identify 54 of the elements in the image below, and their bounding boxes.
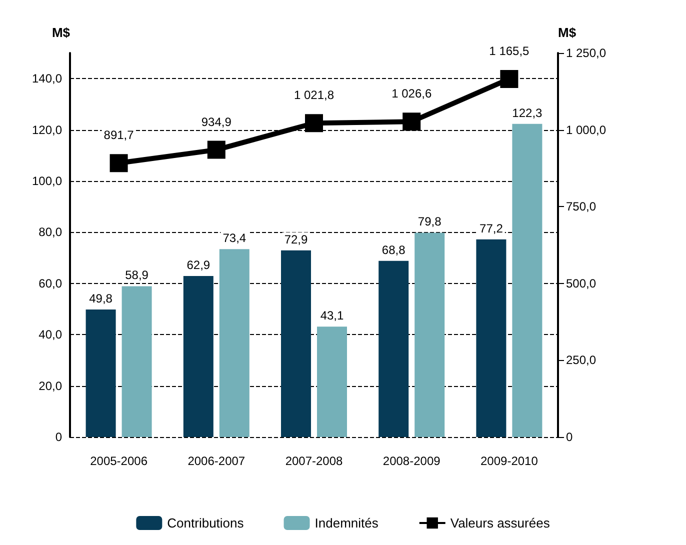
y-axis-title: M$ (52, 25, 71, 40)
point (500, 70, 518, 88)
data-label: 1 165,5 (489, 44, 530, 58)
data-label: 1 021,8 (294, 88, 334, 102)
data-label: 72,9 (284, 232, 308, 246)
y2-tick-label: 1 250,0 (566, 46, 606, 60)
bar (219, 249, 250, 437)
bar (414, 232, 445, 437)
x-tick-label: 2006-2007 (188, 454, 246, 468)
x-tick-label: 2005-2006 (90, 454, 148, 468)
x-tick-label: 2007-2008 (285, 454, 344, 468)
y2-tick-label: 250,0 (566, 353, 596, 368)
data-label: 79,8 (418, 214, 442, 229)
bar (183, 276, 214, 437)
data-label: 934,9 (201, 114, 232, 129)
data-label: 68,8 (382, 242, 406, 257)
y-tick-label: 100,0 (32, 174, 62, 188)
data-label: 891,7 (104, 128, 134, 142)
data-label: 49,8 (89, 292, 113, 306)
data-label: 62,9 (186, 258, 210, 272)
bar (86, 310, 116, 437)
data-label: 77,2 (480, 221, 504, 236)
point (402, 112, 421, 131)
bar (476, 239, 506, 437)
legend-label: Contributions (167, 516, 244, 530)
data-label: 43,1 (320, 308, 344, 323)
point (207, 140, 226, 159)
y2-tick-label: 1 000,0 (566, 122, 606, 137)
point (305, 114, 323, 132)
y2-axis-title: M$ (558, 25, 577, 40)
data-label: 58,9 (125, 268, 149, 282)
bar (378, 260, 409, 437)
bar (512, 124, 542, 437)
y-tick-label: 140,0 (32, 72, 62, 86)
data-label: 122,3 (512, 106, 543, 120)
y-tick-label: 40,0 (38, 328, 62, 342)
y2-tick-label: 750,0 (566, 200, 596, 214)
bar (317, 326, 347, 437)
y-tick-label: 20,0 (38, 378, 62, 393)
y-tick-label: 120,0 (32, 122, 62, 137)
y-tick-label: 0 (55, 430, 62, 444)
data-label: 73,4 (222, 231, 246, 246)
y-tick-label: 60,0 (38, 276, 62, 290)
legend-label: Indemnités (314, 516, 379, 530)
legend-label: Valeurs assurées (450, 516, 550, 530)
y2-tick-label: 500,0 (566, 276, 596, 290)
x-tick-label: 2009-2010 (480, 454, 538, 468)
x-tick-label: 2008-2009 (382, 454, 441, 468)
point (110, 154, 128, 172)
data-label: 1 026,6 (392, 86, 432, 101)
bar (281, 250, 311, 437)
y-tick-label: 80,0 (38, 225, 62, 240)
bar (122, 286, 152, 437)
y2-tick-label: 0 (566, 430, 573, 444)
